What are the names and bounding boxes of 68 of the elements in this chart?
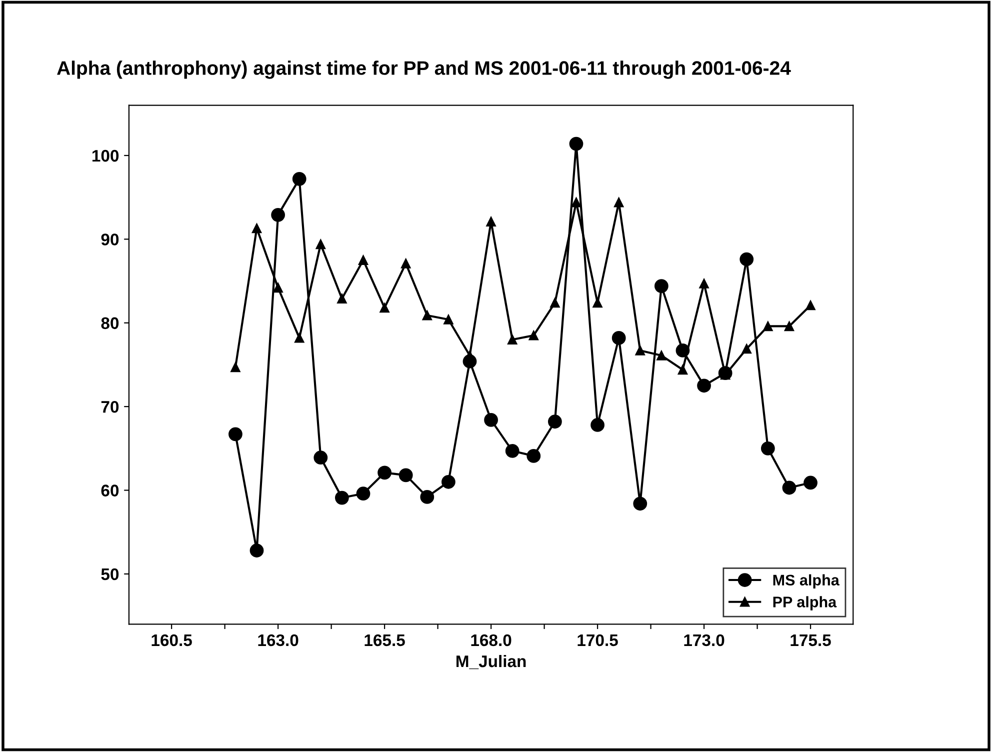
point: [569, 136, 584, 151]
point: [654, 279, 668, 293]
point: [271, 208, 285, 222]
x-tick-label: 175.5: [790, 634, 831, 646]
y-tick-label: 70: [101, 400, 119, 413]
point: [763, 321, 773, 332]
point: [337, 294, 347, 304]
y-tick-label: 50: [101, 568, 119, 580]
x-tick-label: 165.5: [364, 634, 405, 646]
y-tick-label: 100: [92, 150, 119, 162]
point: [484, 413, 498, 427]
y-tick-label: 60: [101, 484, 119, 496]
x-axis-title: M_Julian: [456, 654, 526, 670]
chart-title: Alpha (anthrophony) against time for PP and MS 2001-06-11 through 2001-06-24: [57, 60, 791, 79]
point: [678, 364, 688, 375]
point: [590, 418, 604, 432]
point: [526, 449, 541, 463]
point: [697, 378, 711, 393]
point: [314, 450, 328, 465]
point: [250, 544, 264, 558]
point: [378, 466, 392, 480]
legend-label: PP alpha: [773, 596, 837, 610]
point: [273, 282, 283, 293]
point: [400, 258, 411, 268]
point: [505, 444, 520, 458]
point: [760, 441, 775, 456]
point: [656, 350, 666, 360]
point: [335, 490, 349, 505]
point: [230, 362, 240, 372]
point: [294, 333, 304, 343]
point: [699, 278, 709, 288]
point: [782, 480, 796, 495]
point: [507, 334, 518, 344]
point: [420, 490, 434, 504]
point: [441, 474, 456, 489]
point: [356, 486, 370, 501]
x-tick-label: 160.5: [152, 634, 192, 646]
point: [548, 414, 562, 429]
point: [784, 321, 794, 332]
x-tick-label: 163.0: [258, 634, 298, 646]
point: [804, 476, 818, 490]
y-tick-label: 80: [101, 317, 119, 330]
point: [612, 330, 626, 345]
point: [398, 468, 413, 482]
x-tick-label: 168.0: [471, 634, 512, 646]
point: [316, 239, 326, 250]
point: [292, 172, 306, 186]
point: [592, 298, 602, 308]
point: [228, 427, 242, 442]
x-tick-label: 173.0: [684, 634, 724, 646]
point: [742, 344, 752, 354]
point: [380, 302, 390, 313]
point: [740, 252, 754, 266]
x-tick-label: 170.5: [578, 634, 618, 646]
point: [444, 314, 454, 324]
point: [550, 298, 560, 308]
point: [422, 310, 432, 320]
point: [486, 216, 496, 226]
point: [633, 496, 648, 511]
point: [252, 223, 262, 234]
point: [571, 198, 582, 208]
point: [358, 255, 368, 265]
point: [806, 300, 816, 310]
y-tick-label: 90: [101, 234, 119, 246]
point: [528, 330, 538, 340]
point: [635, 346, 645, 356]
point: [614, 198, 624, 208]
legend-label: MS alpha: [773, 574, 840, 589]
